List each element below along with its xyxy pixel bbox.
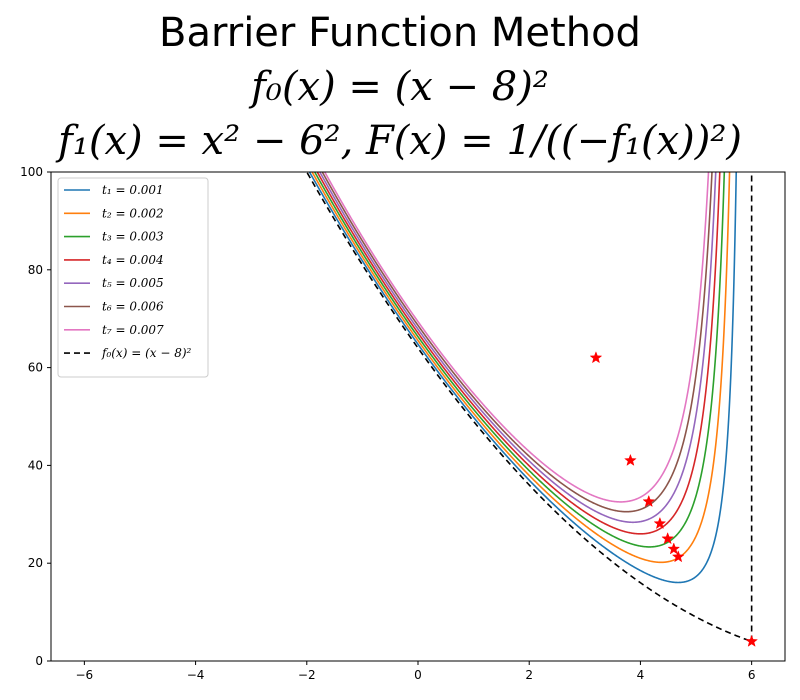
barrier-curve-1 [308, 172, 738, 584]
minimum-marker-1 [589, 351, 603, 364]
y-tick-label: 100 [20, 165, 43, 179]
barrier-curve-7 [323, 172, 710, 503]
legend-label: t₇ = 0.007 [102, 323, 164, 337]
legend-label: t₆ = 0.006 [102, 300, 164, 314]
chart-subtitle-constraint: f₁(x) = x² − 6², F(x) = 1/((−f₁(x))²) [58, 118, 742, 164]
legend-entry-1: t₁ = 0.001 [64, 183, 164, 197]
minimum-marker-5 [661, 532, 675, 545]
minimum-markers [589, 351, 759, 647]
legend-label: t₂ = 0.002 [102, 206, 164, 220]
x-tick-label: 6 [748, 668, 756, 682]
legend-entry-3: t₃ = 0.003 [64, 230, 164, 244]
barrier-curve-4 [316, 172, 721, 535]
legend-label: t₅ = 0.005 [102, 276, 164, 290]
y-tick-label: 80 [28, 263, 43, 277]
barrier-curve-5 [318, 172, 717, 524]
legend-entry-2: t₂ = 0.002 [64, 206, 164, 220]
barrier-curve-6 [321, 172, 713, 513]
legend: t₁ = 0.001 t₂ = 0.002 t₃ = 0.003 t₄ = 0.004… [57, 177, 209, 378]
y-tick-label: 60 [28, 361, 43, 375]
minimum-marker-2 [624, 453, 637, 466]
x-tick-label: −6 [76, 668, 94, 682]
legend-label: t₁ = 0.001 [102, 183, 164, 197]
minimum-marker-6 [667, 542, 681, 555]
chart-title: Barrier Function Method [159, 10, 641, 56]
y-tick-label: 0 [35, 654, 43, 668]
minimum-marker-objective [745, 634, 759, 647]
barrier-curve-2 [311, 172, 731, 564]
legend-box [57, 177, 209, 378]
x-tick-label: 2 [525, 668, 533, 682]
chart-subtitle-objective: f₀(x) = (x − 8)² [251, 64, 549, 110]
legend-label: t₃ = 0.003 [102, 230, 164, 244]
legend-entry-6: t₆ = 0.006 [64, 300, 164, 314]
legend-label: t₄ = 0.004 [102, 253, 164, 267]
y-tick-label: 20 [28, 556, 43, 570]
objective-curve [305, 172, 752, 643]
x-tick-label: −4 [187, 668, 205, 682]
y-tick-label: 40 [28, 458, 43, 472]
x-tick-label: −2 [298, 668, 316, 682]
legend-entry-4: t₄ = 0.004 [64, 253, 164, 267]
legend-entry-5: t₅ = 0.005 [64, 276, 164, 290]
legend-label: f₀(x) = (x − 8)² [101, 346, 192, 360]
barrier-curve-3 [313, 172, 726, 548]
curves-layer [305, 172, 753, 643]
x-tick-label: 0 [414, 668, 422, 682]
minimum-marker-4 [653, 516, 667, 530]
minimum-marker-3 [642, 494, 656, 508]
x-tick-label: 4 [637, 668, 645, 682]
minimum-marker-7 [671, 550, 685, 563]
legend-entry-objective: f₀(x) = (x − 8)² [64, 346, 192, 360]
legend-entry-7: t₇ = 0.007 [64, 323, 164, 337]
